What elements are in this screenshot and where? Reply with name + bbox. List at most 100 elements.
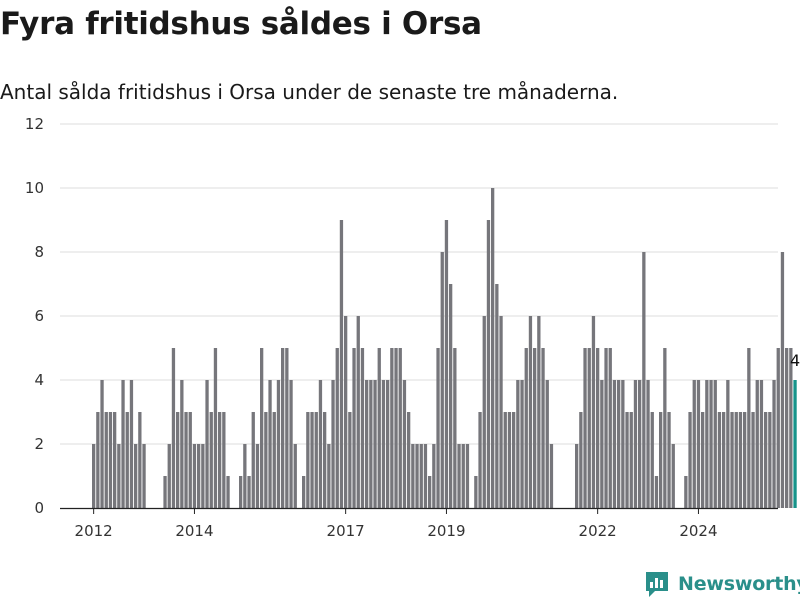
bar <box>633 380 638 508</box>
bar <box>348 412 352 508</box>
bar <box>440 252 444 508</box>
bar <box>134 444 138 508</box>
bar <box>247 476 251 508</box>
bar <box>583 348 587 508</box>
bar <box>755 380 759 508</box>
bar <box>499 316 503 508</box>
bar <box>759 380 764 508</box>
x-tick-label: 2017 <box>327 522 365 540</box>
bar <box>293 444 297 508</box>
bar <box>239 476 243 508</box>
bar <box>423 444 428 508</box>
bar <box>402 380 407 508</box>
bar <box>281 348 285 508</box>
bar <box>663 348 667 508</box>
bar <box>524 348 528 508</box>
bar <box>600 380 604 508</box>
bar <box>163 476 167 508</box>
bar <box>104 412 108 508</box>
bar <box>738 412 743 508</box>
bar <box>730 412 734 508</box>
bar <box>356 316 360 508</box>
brand-name: Newsworthy <box>678 573 800 595</box>
bar <box>432 444 436 508</box>
bar <box>243 444 247 508</box>
bar <box>407 412 411 508</box>
bar <box>276 380 281 508</box>
bar <box>608 348 612 508</box>
bar <box>264 412 268 508</box>
bar <box>272 412 276 508</box>
bar-chart: 0 2 4 6 8 10 12 2012 2014 2017 2019 2022 2024 4 <box>25 115 800 540</box>
bar <box>491 188 495 508</box>
bar <box>701 412 705 508</box>
bar <box>772 380 776 508</box>
bar <box>289 380 293 508</box>
bar <box>302 476 306 508</box>
bar <box>764 412 768 508</box>
y-tick-label: 6 <box>34 307 44 325</box>
bar <box>776 348 780 508</box>
bar <box>323 412 327 508</box>
bar <box>533 348 537 508</box>
bar <box>251 412 255 508</box>
y-tick-label: 8 <box>34 243 44 261</box>
bar <box>453 348 457 508</box>
bar <box>365 380 369 508</box>
bar <box>461 444 465 508</box>
y-tick-label: 4 <box>34 371 44 389</box>
bar <box>486 220 491 508</box>
bar <box>482 316 486 508</box>
bar <box>360 348 365 508</box>
bar <box>650 412 654 508</box>
bar <box>369 380 373 508</box>
y-axis-ticks: 0 2 4 6 8 10 12 <box>25 115 44 517</box>
bar <box>659 412 663 508</box>
bar <box>503 412 507 508</box>
bar <box>436 348 440 508</box>
bar <box>713 380 717 508</box>
chart-subtitle: Antal sålda fritidshus i Orsa under de s… <box>0 80 619 104</box>
bar <box>444 220 449 508</box>
bar <box>587 348 591 508</box>
bar <box>688 412 692 508</box>
bar <box>604 348 608 508</box>
y-tick-label: 2 <box>34 435 44 453</box>
bar <box>176 412 180 508</box>
bar <box>642 252 646 508</box>
bar <box>709 380 713 508</box>
x-tick-label: 2022 <box>579 522 617 540</box>
bar <box>520 380 524 508</box>
bar <box>96 412 100 508</box>
bar <box>684 476 688 508</box>
bar <box>306 412 310 508</box>
bar <box>255 444 260 508</box>
bar <box>528 316 533 508</box>
bar <box>415 444 419 508</box>
bar <box>780 252 785 508</box>
newsworthy-logo: Newsworthy <box>644 570 800 598</box>
x-tick-label: 2019 <box>427 522 465 540</box>
bar <box>747 348 751 508</box>
bar <box>171 348 176 508</box>
bar <box>575 444 579 508</box>
bar <box>612 380 617 508</box>
bar <box>318 380 323 508</box>
x-tick-label: 2014 <box>175 522 213 540</box>
bar <box>129 380 134 508</box>
bar <box>197 444 201 508</box>
bar <box>117 444 121 508</box>
bar <box>394 348 398 508</box>
bar <box>419 444 423 508</box>
bar <box>785 348 789 508</box>
bar <box>92 444 96 508</box>
bar <box>339 220 344 508</box>
newsworthy-logo-icon <box>646 572 668 597</box>
annotations: 4 <box>790 351 800 370</box>
x-axis-ticks: 2012 2014 2017 2019 2022 2024 <box>75 508 718 540</box>
bar <box>591 316 596 508</box>
bar <box>507 412 512 508</box>
bar <box>121 380 125 508</box>
bar <box>625 412 629 508</box>
bar <box>184 412 188 508</box>
